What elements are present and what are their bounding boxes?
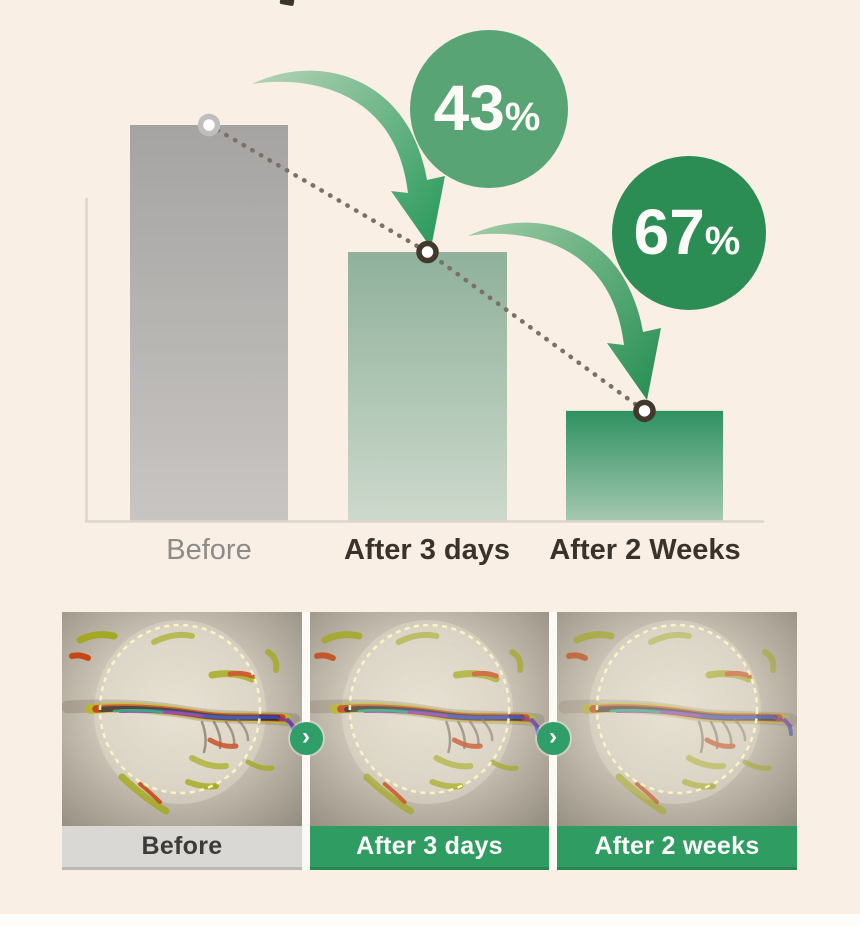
x-label-after-3-days: After 3 days [344,534,510,566]
photo-caption-after-3-days: After 3 days [310,826,549,870]
x-label-after-2-weeks: After 2 Weeks [549,534,740,566]
badge-43-number: 43 [434,72,505,144]
marker-after-2-weeks [633,399,656,423]
reduction-badge-67: 67% [612,156,766,310]
bottom-page-strip [0,914,860,926]
svg-text:43%: 43% [434,72,541,144]
next-arrow-button-1[interactable]: › [289,722,323,755]
bar-after-3-days [348,252,507,523]
before-after-photo-strip: Before After 3 days After 2 weeks › › [62,612,797,870]
badge-67-number: 67 [634,196,705,268]
photo-caption-after-2-weeks: After 2 weeks [557,826,797,870]
skin-photo-after-3-days [310,612,549,826]
x-label-before: Before [166,534,251,566]
marker-after-3-days [416,240,439,264]
wrinkle-reduction-bar-chart: 43% 67% Before After 3 days After 2 Week… [85,30,766,566]
photo-caption-before: Before [62,826,302,870]
skin-photo-after-2-weeks [557,612,797,826]
focus-dashed-circle [348,623,511,795]
bar-after-2-weeks [566,410,723,522]
svg-text:67%: 67% [634,196,741,268]
skin-photo-before [62,612,302,826]
decrease-arrow-2 [468,222,661,400]
photo-panel-after-2-weeks: After 2 weeks [557,612,797,870]
focus-dashed-circle [98,623,262,795]
photo-panel-after-3-days: After 3 days [310,612,549,870]
photo-panel-before: Before [62,612,302,870]
next-arrow-button-2[interactable]: › [536,722,570,755]
marker-before [197,113,221,137]
decrease-arrow-1 [252,70,445,248]
chevron-right-icon: › [302,722,310,750]
bar-before [130,125,288,522]
focus-dashed-circle [595,623,759,795]
chevron-right-icon: › [549,722,557,750]
reduction-badge-43: 43% [410,30,568,188]
badge-67-percent-sign: % [705,219,741,263]
badge-43-percent-sign: % [505,95,541,139]
